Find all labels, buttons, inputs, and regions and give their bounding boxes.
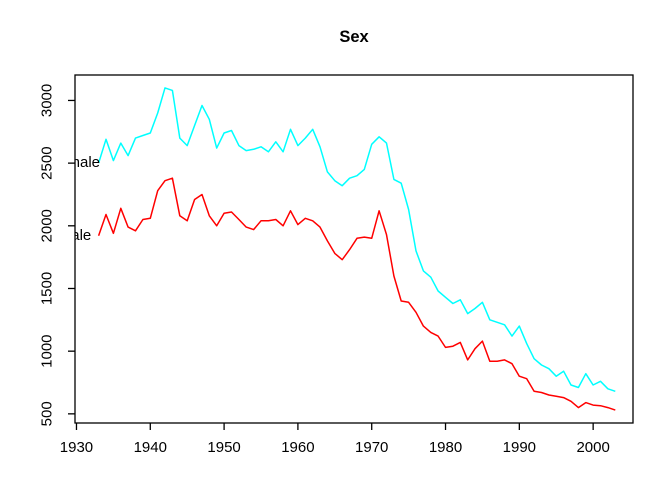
x-axis-tick-label: 1960 (281, 439, 314, 456)
y-axis-tick-label: 2000 (38, 209, 55, 242)
x-axis-tick-label: 1940 (134, 439, 167, 456)
female-label: Female (50, 154, 100, 171)
male-label: Male (59, 227, 92, 244)
y-axis-tick-label: 3000 (38, 84, 55, 117)
male-line (97, 177, 616, 411)
x-axis-tick-label: 2000 (576, 439, 609, 456)
y-axis-tick-label: 1000 (38, 334, 55, 367)
series-labels: Female Male (50, 154, 100, 244)
y-axis-tick-label: 1500 (38, 272, 55, 305)
x-axis-tick-label: 1970 (355, 439, 388, 456)
plot-box (74, 74, 634, 424)
y-axis-tick-label: 500 (38, 401, 55, 426)
y-axis-tick-label: 2500 (38, 146, 55, 179)
x-axis-tick-label: 1950 (207, 439, 240, 456)
x-axis-tick-label: 1990 (503, 439, 536, 456)
x-axis-tick-label: 1930 (60, 439, 93, 456)
chart-title: Sex (339, 28, 369, 46)
x-axis-tick-label: 1980 (429, 439, 462, 456)
female-line (97, 87, 616, 393)
